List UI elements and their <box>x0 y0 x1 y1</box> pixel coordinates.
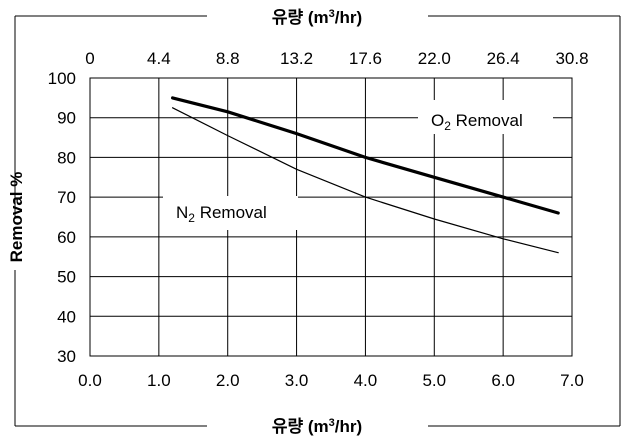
top-axis-title: 유량 (m3/hr) <box>272 8 362 27</box>
bottom-axis-title-end: /hr) <box>335 417 362 436</box>
bottom-axis-title-sup: 3 <box>329 417 335 429</box>
x2-tick-label: 8.8 <box>216 49 240 68</box>
x2-tick-label: 30.8 <box>555 49 588 68</box>
n2-series-label-box: N2 Removal <box>163 196 298 230</box>
x-tick-label: 4.0 <box>354 371 378 390</box>
outer-frame <box>14 15 621 427</box>
x-tick-label: 3.0 <box>285 371 309 390</box>
x-tick-label: 6.0 <box>491 371 515 390</box>
x2-tick-label: 22.0 <box>418 49 451 68</box>
n2-removal-line <box>172 107 559 254</box>
x-tick-label: 2.0 <box>216 371 240 390</box>
n2-series-label: N2 Removal <box>176 203 267 225</box>
y-tick-label: 80 <box>57 148 76 167</box>
o2-removal-line <box>171 96 560 215</box>
x2-tick-label: 0 <box>85 49 94 68</box>
x2-tick-label: 13.2 <box>280 49 313 68</box>
top-axis-title-sup: 3 <box>329 8 335 20</box>
y-tick-label: 40 <box>57 307 76 326</box>
y-tick-label: 60 <box>57 228 76 247</box>
y-tick-label: 90 <box>57 109 76 128</box>
x2-tick-label: 17.6 <box>349 49 382 68</box>
x-tick-label: 5.0 <box>422 371 446 390</box>
o2-series-label-box: O2 Removal <box>418 100 553 134</box>
bottom-axis-title-main: 유량 (m <box>272 417 329 436</box>
y-tick-label: 100 <box>48 69 76 88</box>
tick-labels: 0.0 1.0 2.0 3.0 4.0 5.0 6.0 7.0 0 4.4 8.8 13.2 17.6 2… <box>48 49 589 390</box>
grid <box>89 77 573 357</box>
bottom-axis-title: 유량 (m3/hr) <box>272 417 362 436</box>
x-tick-label: 0.0 <box>78 371 102 390</box>
y-tick-label: 30 <box>57 347 76 366</box>
y-tick-label: 50 <box>57 268 76 287</box>
x2-tick-label: 26.4 <box>487 49 520 68</box>
x-tick-label: 7.0 <box>560 371 584 390</box>
x-tick-label: 1.0 <box>147 371 171 390</box>
x2-tick-label: 4.4 <box>147 49 171 68</box>
y-tick-label: 70 <box>57 188 76 207</box>
o2-series-label: O2 Removal <box>431 111 523 133</box>
y-axis-title: Removal % <box>7 172 26 263</box>
series-lines <box>171 96 560 254</box>
top-axis-title-end: /hr) <box>335 8 362 27</box>
top-axis-title-main: 유량 (m <box>272 8 329 27</box>
